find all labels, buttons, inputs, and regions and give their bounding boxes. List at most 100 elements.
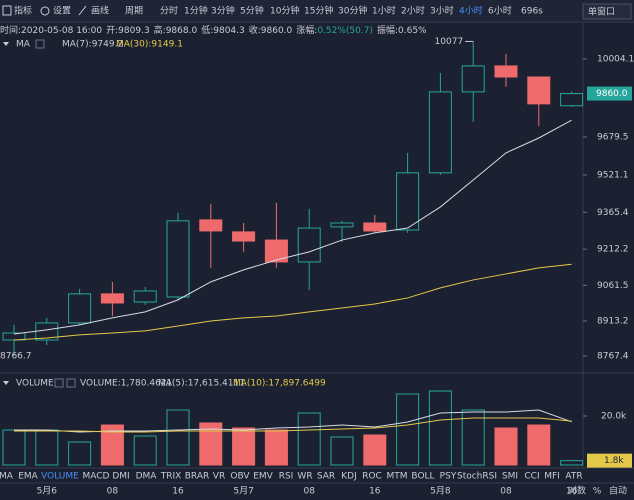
indicator-tab[interactable]: CCI [524,472,539,482]
indicator-tab[interactable]: ROC [362,472,382,482]
window-select[interactable] [582,3,632,20]
candle-body [461,65,485,93]
indicator-tab[interactable]: MFI [544,472,560,482]
period-button[interactable]: 10分钟 [270,5,299,17]
settings-icon[interactable] [40,6,50,16]
volume-bar [527,424,551,466]
candle-body [396,172,420,231]
volume-tag-label: 1.8k [604,456,624,466]
info-line: 时间:2020-05-08 16:00 开:9809.3 高:9868.0 低:980… [0,24,427,36]
indicator-icon[interactable] [2,5,12,16]
legend-entry: MA(30):9149.1 [116,40,183,50]
collapse-icon[interactable] [3,42,9,46]
high-label: 10077 [435,37,464,47]
draw-icon[interactable] [78,5,87,16]
indicator-tab[interactable]: OBV [230,472,250,482]
indicator-tab[interactable]: DMI [112,472,129,482]
x-tick-label: 08 [500,487,512,497]
toolbar [0,0,634,22]
indicator-tab[interactable]: VR [213,472,225,482]
close-box[interactable] [66,378,76,388]
indicator-tab[interactable]: SAR [317,472,335,482]
indicator-tab[interactable]: TRIX [160,472,182,482]
info-field: 收:9860.0 [249,24,293,36]
indicator-tab[interactable]: MACD [83,472,110,482]
indicator-tab[interactable]: WR [297,472,312,482]
y-tick-label: 8913.2 [597,316,629,326]
last-price-tag [587,86,632,101]
ma-line [13,119,572,335]
axis-option[interactable]: % [593,487,602,497]
indicator-tab[interactable]: EMV [253,472,273,482]
settings-box[interactable] [54,378,64,388]
volume-bar [68,441,92,466]
toolbar-button[interactable]: 指标 [14,5,32,17]
axis-option[interactable]: 自动 [609,485,627,497]
y-tick-label: 8767.4 [597,351,629,361]
y-tick-label: 20.0k [601,411,627,421]
candle-body [330,222,354,228]
candle-body [68,293,92,324]
indicator-tab[interactable]: KDJ [341,472,357,482]
volume-bar [264,429,288,466]
y-tick-label: 9521.1 [597,170,629,180]
candle-body [264,239,288,263]
volume-bar [35,429,59,466]
y-tick-label: 9061.5 [597,281,629,291]
settings-box[interactable] [35,39,45,49]
period-button[interactable]: 1小时 [372,5,396,17]
period-button[interactable]: 30分钟 [338,5,367,17]
indicator-tab[interactable]: ATR [565,472,582,482]
period-button[interactable]: 6小时 [488,5,512,17]
toolbar-button[interactable]: 画线 [91,5,109,17]
volume-ma-line [14,409,572,433]
indicator-tab[interactable]: MA [0,472,14,482]
volume-bar [199,422,223,466]
volume-tag [587,453,632,468]
axis-option[interactable]: 对数 [568,485,586,497]
volume-bar [363,434,387,466]
period-button[interactable]: 5分钟 [240,5,264,17]
window-select-label[interactable]: 单窗口 [588,6,615,18]
indicator-tab[interactable]: SMI [502,472,518,482]
period-button[interactable]: 15分钟 [304,5,333,17]
more-button[interactable]: 696s [521,7,543,17]
indicator-tab[interactable]: DMA [136,472,158,482]
candle-body [199,219,223,232]
candle-body [494,65,518,78]
indicator-tab[interactable]: BOLL [411,472,434,482]
indicator-tab[interactable]: MTM [386,472,407,482]
volume-bar [133,435,157,466]
indicator-tab[interactable]: PSY [440,472,457,482]
volume-bar [461,409,485,466]
x-tick-label: 5月8 [430,486,451,497]
indicator-tab[interactable]: RSI [279,472,294,482]
indicator-tab[interactable]: EMA [18,472,38,482]
x-tick-label: 5月6 [37,486,58,497]
indicator-tab[interactable]: VOLUME [41,472,79,482]
candle-body [527,76,551,105]
period-button[interactable]: 4小时 [459,5,483,17]
period-button[interactable]: 1分钟 [184,5,208,17]
period-button[interactable]: 3小时 [430,5,454,17]
volume-bar [330,436,354,466]
info-field: 开:9809.3 [106,25,150,36]
volume-bar [2,429,26,466]
x-tick-label: 16 [172,487,184,497]
collapse-icon[interactable] [3,381,9,385]
period-button[interactable]: 2小时 [401,5,425,17]
toolbar-button[interactable]: 设置 [53,6,71,17]
info-field: 低:9804.3 [201,24,245,36]
x-tick-label: 16 [369,487,381,497]
period-button[interactable]: 3分钟 [211,5,235,17]
y-tick-label: 9212.2 [597,245,629,255]
volume-bar [560,460,584,466]
indicator-tab[interactable]: StochRSI [457,472,497,482]
info-field: 振幅:0.65% [377,24,427,36]
info-field: 高:9868.0 [154,24,198,36]
x-tick-label: 08 [107,487,119,497]
period-button[interactable]: 分时 [160,5,178,17]
indicator-tab[interactable]: BRAR [185,472,209,482]
y-tick-label: 9365.4 [597,208,629,218]
